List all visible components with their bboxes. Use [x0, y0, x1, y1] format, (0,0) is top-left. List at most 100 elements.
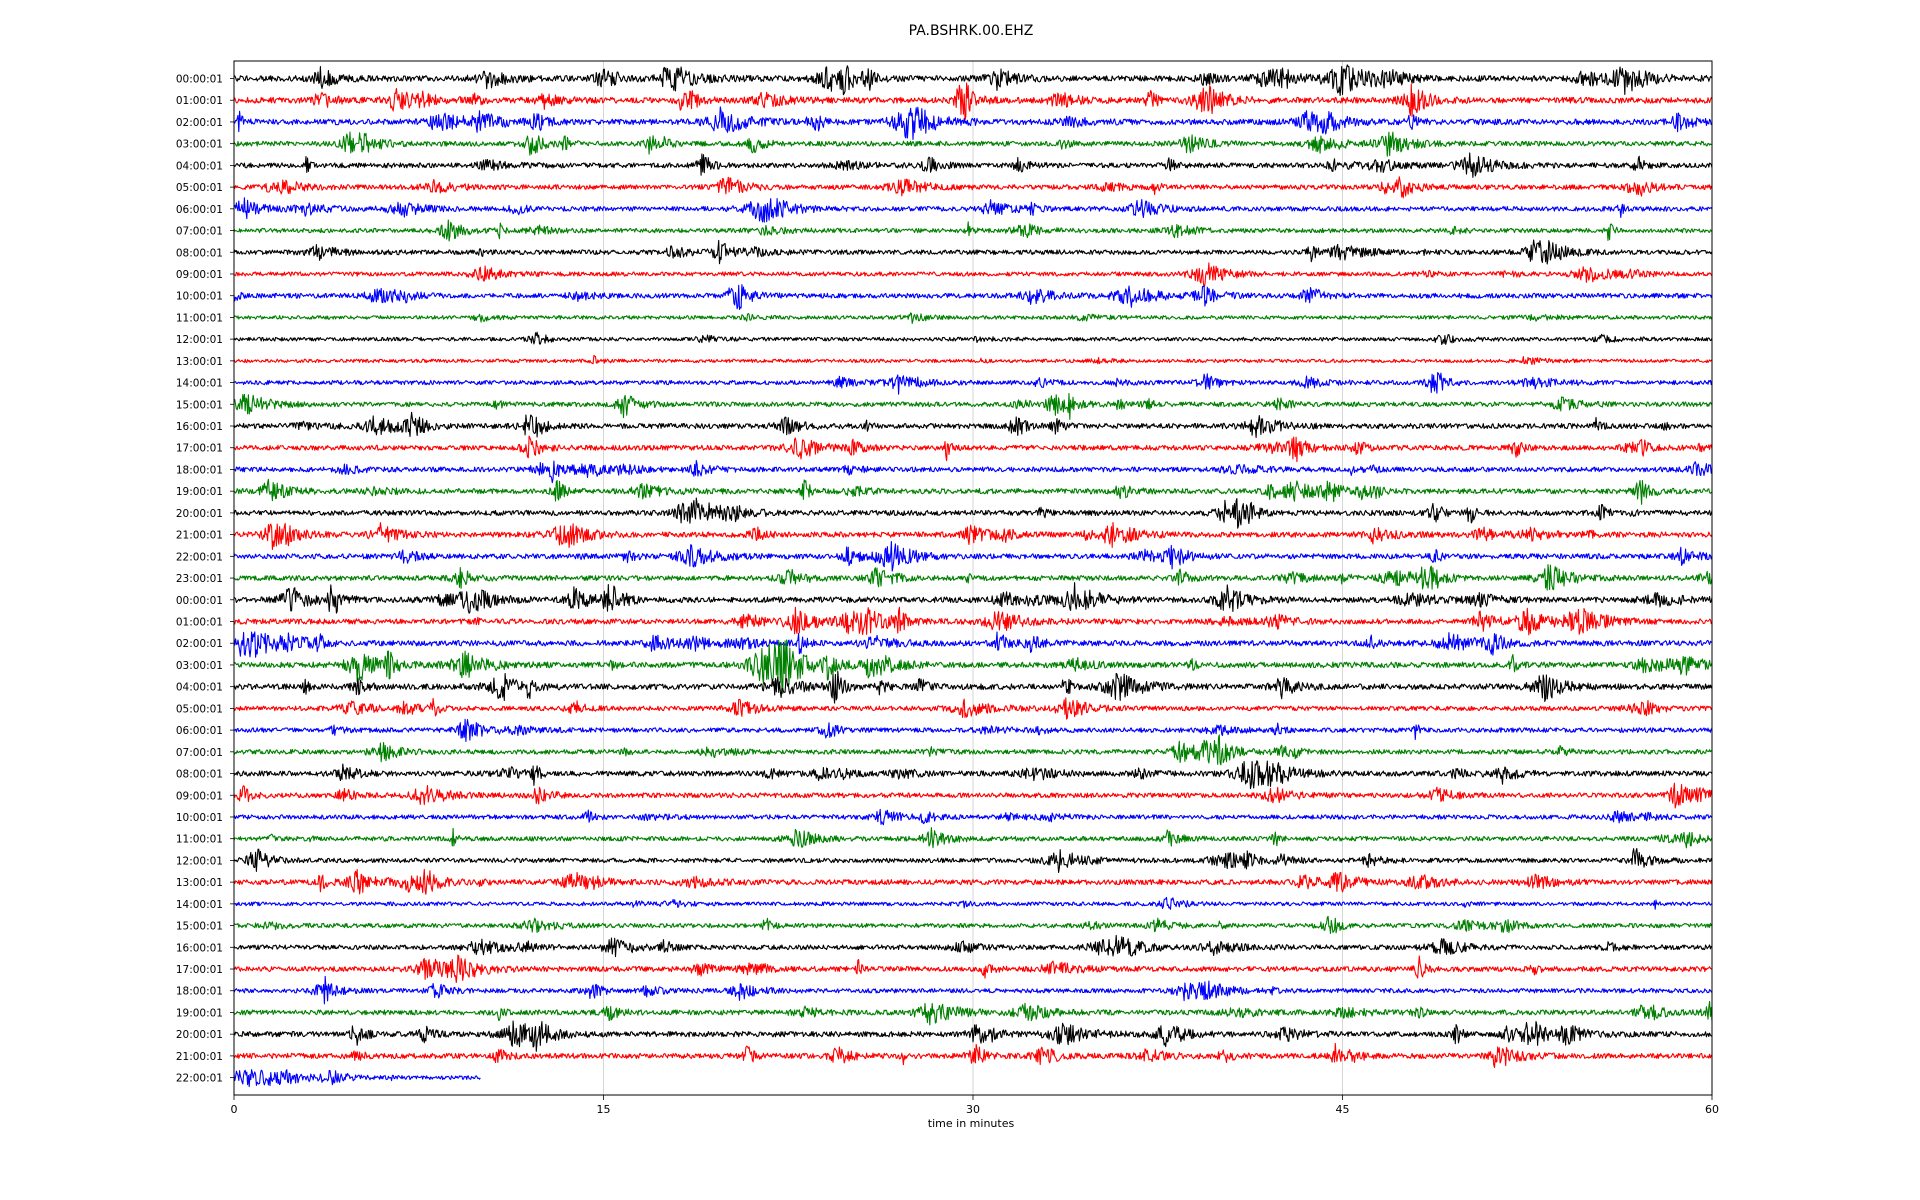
seismic-trace [233, 540, 1713, 572]
seismic-trace [233, 219, 1713, 242]
seismic-trace [233, 312, 1713, 324]
row-time-label: 22:00:01 [176, 551, 223, 563]
seismic-trace [233, 1020, 1713, 1052]
x-tick-label: 60 [1705, 1103, 1719, 1116]
x-tick-label: 15 [597, 1103, 611, 1116]
seismic-trace [233, 847, 1713, 873]
seismic-trace [233, 915, 1713, 934]
row-time-label: 01:00:01 [176, 95, 223, 107]
row-time-label: 11:00:01 [176, 834, 223, 846]
row-time-label: 01:00:01 [176, 617, 223, 629]
row-labels: 00:00:01 01:00:01 02:00:01 03:00:01 04:00:01… [176, 74, 234, 1085]
row-time-label: 00:00:01 [176, 595, 223, 607]
row-time-label: 02:00:01 [176, 117, 223, 129]
seismic-trace [233, 760, 1713, 790]
row-time-label: 16:00:01 [176, 421, 223, 433]
row-time-label: 10:00:01 [176, 291, 223, 303]
x-axis-label: time in minutes [928, 1117, 1015, 1130]
seismic-trace [233, 734, 1713, 766]
x-tick-label: 30 [966, 1103, 980, 1116]
seismic-trace [233, 975, 1713, 1005]
seismic-trace [233, 1042, 1713, 1069]
row-time-label: 23:00:01 [176, 573, 223, 585]
trace-group [233, 64, 1713, 1088]
row-time-label: 09:00:01 [176, 269, 223, 281]
row-time-label: 21:00:01 [176, 530, 223, 542]
seismic-trace [233, 411, 1713, 439]
row-time-label: 07:00:01 [176, 747, 223, 759]
seismic-trace [233, 718, 1713, 743]
seismic-trace [233, 1069, 481, 1088]
row-time-label: 16:00:01 [176, 942, 223, 954]
row-time-label: 15:00:01 [176, 921, 223, 933]
row-time-label: 13:00:01 [176, 356, 223, 368]
seismic-trace [233, 639, 1713, 695]
row-time-label: 20:00:01 [176, 1029, 223, 1041]
seismic-trace [233, 606, 1713, 636]
row-time-label: 18:00:01 [176, 464, 223, 476]
seismic-trace [233, 868, 1713, 895]
row-time-label: 00:00:01 [176, 74, 223, 86]
seismic-trace [233, 497, 1713, 529]
row-time-label: 15:00:01 [176, 399, 223, 411]
seismic-trace [233, 262, 1713, 288]
seismic-trace [233, 782, 1713, 809]
row-time-label: 12:00:01 [176, 334, 223, 346]
row-time-label: 14:00:01 [176, 899, 223, 911]
chart-title: PA.BSHRK.00.EHZ [909, 23, 1034, 39]
row-time-label: 05:00:01 [176, 182, 223, 194]
row-time-label: 06:00:01 [176, 725, 223, 737]
row-time-label: 10:00:01 [176, 812, 223, 824]
seismic-trace [233, 582, 1713, 614]
seismic-trace [233, 478, 1713, 505]
seismic-trace [233, 827, 1713, 849]
row-time-label: 13:00:01 [176, 877, 223, 889]
row-time-label: 19:00:01 [176, 1007, 223, 1019]
seismic-trace [233, 808, 1713, 826]
row-time-label: 17:00:01 [176, 964, 223, 976]
seismic-trace [233, 392, 1713, 420]
seismic-trace [233, 176, 1713, 199]
row-time-label: 11:00:01 [176, 312, 223, 324]
seismic-trace [233, 82, 1713, 121]
seismic-trace [233, 197, 1713, 223]
row-time-label: 14:00:01 [176, 378, 223, 390]
seismic-trace [233, 284, 1713, 311]
x-tick-label: 0 [231, 1103, 238, 1116]
row-time-label: 06:00:01 [176, 204, 223, 216]
row-time-label: 21:00:01 [176, 1051, 223, 1063]
seismic-trace [233, 1000, 1713, 1026]
seismic-trace [233, 106, 1713, 140]
row-time-label: 04:00:01 [176, 682, 223, 694]
seismic-trace [233, 64, 1713, 96]
seismic-trace [233, 435, 1713, 463]
seismic-trace [233, 152, 1713, 178]
row-time-label: 04:00:01 [176, 160, 223, 172]
seismic-trace [233, 331, 1713, 345]
row-time-label: 22:00:01 [176, 1073, 223, 1085]
row-time-label: 19:00:01 [176, 486, 223, 498]
row-time-label: 08:00:01 [176, 769, 223, 781]
seismic-trace [233, 670, 1713, 704]
row-time-label: 12:00:01 [176, 855, 223, 867]
row-time-label: 05:00:01 [176, 703, 223, 715]
seismic-trace [233, 697, 1713, 720]
row-time-label: 03:00:01 [176, 660, 223, 672]
seismic-trace [233, 631, 1713, 658]
seismic-trace [233, 521, 1713, 551]
seismic-trace [233, 354, 1713, 366]
seismic-trace [233, 372, 1713, 395]
seismic-trace [233, 239, 1713, 265]
row-time-label: 17:00:01 [176, 443, 223, 455]
row-time-label: 08:00:01 [176, 247, 223, 259]
seismic-trace [233, 460, 1713, 484]
row-time-label: 09:00:01 [176, 790, 223, 802]
seismic-trace [233, 934, 1713, 958]
row-time-label: 03:00:01 [176, 139, 223, 151]
seismic-trace [233, 954, 1713, 984]
seismic-trace [233, 131, 1713, 157]
row-time-label: 20:00:01 [176, 508, 223, 520]
row-time-label: 02:00:01 [176, 638, 223, 650]
x-axis: 0 15 30 45 60 [231, 1095, 1719, 1116]
